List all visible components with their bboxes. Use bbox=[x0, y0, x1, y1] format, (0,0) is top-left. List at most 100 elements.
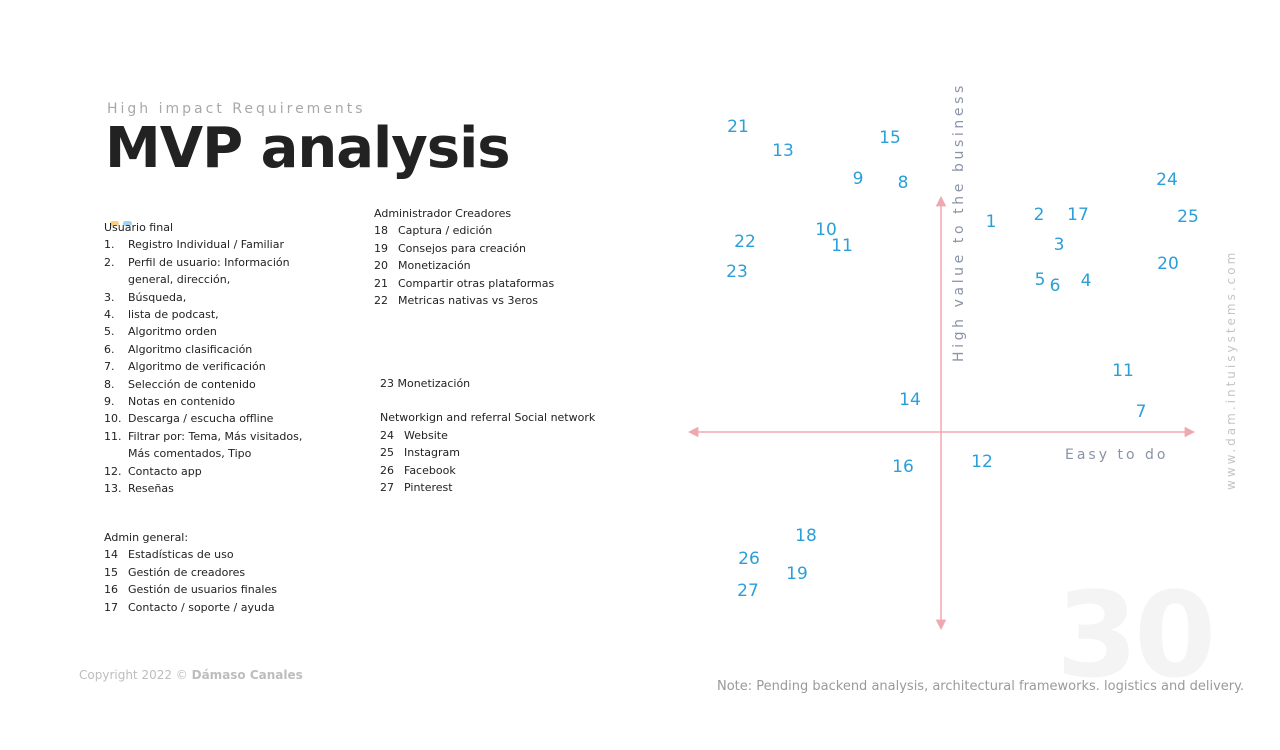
list-item-number: 4. bbox=[104, 308, 115, 322]
matrix-point: 5 bbox=[1034, 270, 1046, 290]
list-item-text: Compartir otras plataformas bbox=[398, 276, 555, 290]
list-item-number: 17 bbox=[104, 600, 118, 614]
matrix-point: 11 bbox=[831, 236, 853, 256]
list-item: 26 Facebook bbox=[380, 462, 610, 479]
list-item-text: lista de podcast, bbox=[128, 308, 219, 322]
list-item-number: 24 bbox=[380, 428, 394, 442]
subtitle: High impact Requirements bbox=[107, 101, 366, 117]
usuario-final-list: Usuario final 1. Registro Individual / Fa… bbox=[104, 219, 326, 498]
list-heading: Admin general: bbox=[104, 531, 189, 544]
list-item-number: 19 bbox=[374, 241, 388, 255]
list-item-text: Captura / edición bbox=[398, 224, 493, 238]
list-item: 12. Contacto app bbox=[104, 463, 326, 480]
copyright-prefix: Copyright 2022 © bbox=[79, 668, 192, 682]
list-item-text: Algoritmo de verificación bbox=[128, 360, 266, 374]
list-item-text: Contacto / soporte / ayuda bbox=[128, 600, 275, 614]
matrix-point: 9 bbox=[852, 169, 864, 189]
list-item-number: 6. bbox=[104, 342, 115, 356]
matrix-point: 25 bbox=[1177, 207, 1199, 227]
list-item-number: 13. bbox=[104, 482, 122, 496]
copyright: Copyright 2022 © Dámaso Canales bbox=[79, 668, 303, 682]
list-item-number: 2. bbox=[104, 255, 115, 269]
list-item-text: Gestión de creadores bbox=[128, 565, 246, 579]
page-title: MVP analysis bbox=[105, 116, 511, 181]
list-item: 25 Instagram bbox=[380, 444, 610, 461]
list-item: 21 Compartir otras plataformas bbox=[374, 275, 604, 292]
list-item-number: 7. bbox=[104, 360, 115, 374]
dot-yellow bbox=[110, 221, 119, 226]
matrix-point: 6 bbox=[1049, 276, 1061, 296]
list-item-number: 27 bbox=[380, 481, 394, 495]
list-item-number: 21 bbox=[374, 276, 388, 290]
list-item: 4. lista de podcast, bbox=[104, 306, 326, 323]
list-item: 7. Algoritmo de verificación bbox=[104, 358, 326, 375]
matrix-point: 24 bbox=[1156, 170, 1178, 190]
list-item-number: 15 bbox=[104, 565, 118, 579]
list-item-text: Monetización bbox=[398, 259, 471, 273]
matrix-point: 3 bbox=[1053, 235, 1065, 255]
list-item: 13. Reseñas bbox=[104, 480, 326, 497]
list-item-number: 3. bbox=[104, 290, 115, 304]
list-item-number: 16 bbox=[104, 583, 118, 597]
list-heading: Usuario final bbox=[104, 221, 173, 234]
list-item-text: Metricas nativas vs 3eros bbox=[398, 294, 538, 308]
matrix-point: 19 bbox=[786, 564, 808, 584]
matrix-point: 10 bbox=[815, 220, 837, 240]
matrix-point: 21 bbox=[727, 117, 749, 137]
matrix-point: 8 bbox=[897, 173, 909, 193]
list-item: 24 Website bbox=[380, 427, 610, 444]
matrix-point: 1 bbox=[985, 212, 997, 232]
list-item: 15 Gestión de creadores bbox=[104, 564, 326, 581]
list-item: 5. Algoritmo orden bbox=[104, 323, 326, 340]
list-heading: Administrador Creadores bbox=[374, 207, 512, 220]
x-axis-label: Easy to do bbox=[1065, 447, 1169, 463]
list-item: 14 Estadísticas de uso bbox=[104, 546, 326, 563]
copyright-name: Dámaso Canales bbox=[191, 668, 303, 682]
list-item-number: 11. bbox=[104, 429, 122, 443]
list-item: 17 Contacto / soporte / ayuda bbox=[104, 599, 326, 616]
matrix-point: 12 bbox=[971, 452, 993, 472]
list-item-number: 5. bbox=[104, 325, 115, 339]
matrix-point: 15 bbox=[879, 128, 901, 148]
creadores-list: Administrador Creadores 18 Captura / edic… bbox=[374, 205, 604, 309]
list-item-text: Descarga / escucha offline bbox=[128, 412, 274, 426]
list-item-number: 8. bbox=[104, 377, 115, 391]
list-item-text: Algoritmo clasificación bbox=[128, 342, 253, 356]
matrix-point: 20 bbox=[1157, 254, 1179, 274]
list-item-number: 22 bbox=[374, 294, 388, 308]
list-item: 8. Selección de contenido bbox=[104, 376, 326, 393]
matrix-point: 14 bbox=[899, 390, 921, 410]
list-item-text: Filtrar por: Tema, Más visitados, Más co… bbox=[128, 429, 303, 461]
matrix-point: 4 bbox=[1080, 271, 1092, 291]
list-item: 18 Captura / edición bbox=[374, 222, 604, 239]
list-item-text: Selección de contenido bbox=[128, 377, 256, 391]
matrix-point: 22 bbox=[734, 232, 756, 252]
list-item-text: Notas en contenido bbox=[128, 395, 236, 409]
list-item: 9. Notas en contenido bbox=[104, 393, 326, 410]
monetizacion-item: 23 Monetización bbox=[380, 377, 471, 390]
list-item: 27 Pinterest bbox=[380, 479, 610, 496]
website-url: www.dam.intuisystems.com bbox=[1224, 249, 1238, 490]
matrix-point: 2 bbox=[1033, 205, 1045, 225]
list-item-text: Perfil de usuario: Información general, … bbox=[128, 255, 290, 287]
matrix-point: 11 bbox=[1112, 361, 1134, 381]
list-item-number: 20 bbox=[374, 259, 388, 273]
list-item-text: Registro Individual / Familiar bbox=[128, 238, 284, 252]
matrix-point: 17 bbox=[1067, 205, 1089, 225]
list-item: 6. Algoritmo clasificación bbox=[104, 341, 326, 358]
decorative-dots bbox=[110, 211, 136, 230]
page-number: 30 bbox=[1056, 566, 1216, 704]
list-item-text: Pinterest bbox=[404, 481, 453, 495]
list-item-text: Website bbox=[404, 428, 448, 442]
list-item: 19 Consejos para creación bbox=[374, 240, 604, 257]
list-item-number: 26 bbox=[380, 463, 394, 477]
matrix-axes bbox=[687, 195, 1196, 631]
list-item-number: 12. bbox=[104, 464, 122, 478]
list-item-text: Estadísticas de uso bbox=[128, 548, 234, 562]
matrix-point: 16 bbox=[892, 457, 914, 477]
dot-blue bbox=[123, 221, 132, 226]
list-item: 2. Perfil de usuario: Información general… bbox=[104, 254, 326, 289]
list-item-text: Búsqueda, bbox=[128, 290, 187, 304]
matrix-point: 7 bbox=[1135, 402, 1147, 422]
admin-general-list: Admin general: 14 Estadísticas de uso 15 Ge… bbox=[104, 529, 326, 616]
